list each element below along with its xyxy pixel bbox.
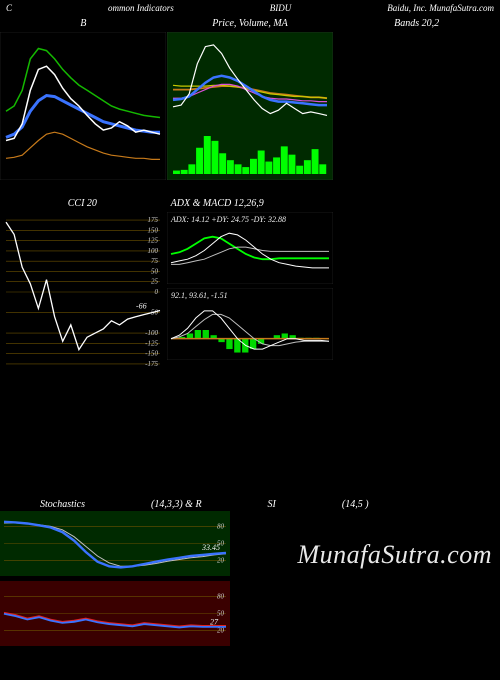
- panel-stoch: 80502033.45: [0, 511, 230, 581]
- header-ticker: BIDU: [270, 3, 292, 13]
- panel-rsi: 80502027: [0, 581, 230, 651]
- svg-text:-150: -150: [145, 350, 158, 358]
- svg-text:-125: -125: [145, 339, 158, 347]
- panel-bands-right: [333, 32, 500, 196]
- svg-text:175: 175: [148, 216, 159, 224]
- panel-bbands: [0, 32, 167, 196]
- title-bands: Bands 20,2: [333, 16, 500, 32]
- title-price-ma: Price, Volume, MA: [167, 16, 334, 32]
- svg-text:75: 75: [151, 257, 159, 265]
- stoch-header: Stochastics (14,3,3) & R SI (14,5 ): [0, 497, 500, 511]
- svg-text:-66: -66: [136, 302, 147, 311]
- svg-text:150: 150: [148, 226, 159, 234]
- gap: [0, 372, 500, 497]
- svg-text:80: 80: [217, 592, 225, 600]
- panel-empty-r2: [333, 212, 500, 372]
- svg-text:50: 50: [217, 610, 225, 618]
- svg-text:100: 100: [148, 247, 159, 255]
- rsi-row: 80502027: [0, 581, 500, 651]
- row2-panels: 1751501251007550250-50-100-125-150-175-6…: [0, 212, 500, 372]
- svg-text:50: 50: [151, 267, 159, 275]
- row1-titles: B Price, Volume, MA Bands 20,2: [0, 16, 500, 32]
- header-c: C: [6, 3, 12, 13]
- title-adx-macd: ADX & MACD 12,26,9: [165, 196, 336, 212]
- stoch-right: (14,5 ): [342, 499, 369, 510]
- svg-text:ADX: 14.12 +DY: 24.75 -DY: 32: ADX: 14.12 +DY: 24.75 -DY: 32.88: [170, 215, 286, 224]
- header-company: Baidu, Inc. MunafaSutra.com: [387, 3, 494, 13]
- svg-text:27: 27: [210, 618, 219, 627]
- title-bbands: B: [0, 16, 167, 32]
- svg-text:80: 80: [217, 522, 225, 530]
- header-indicators: ommon Indicators: [108, 3, 174, 13]
- svg-text:-100: -100: [145, 329, 158, 337]
- svg-text:0: 0: [155, 288, 159, 296]
- si-label: SI: [268, 499, 276, 510]
- page-header: C ommon Indicators BIDU Baidu, Inc. Muna…: [0, 0, 500, 16]
- title-empty-r2: [335, 196, 500, 212]
- svg-text:125: 125: [148, 237, 159, 245]
- svg-text:20: 20: [217, 557, 225, 565]
- svg-text:92.1, 93.61, -1.51: 92.1, 93.61, -1.51: [171, 291, 228, 300]
- row2-titles: CCI 20 ADX & MACD 12,26,9: [0, 196, 500, 212]
- panel-price-ma: [167, 32, 334, 196]
- row1-panels: [0, 32, 500, 196]
- svg-text:25: 25: [151, 278, 159, 286]
- svg-text:33.45: 33.45: [201, 543, 220, 552]
- title-cci: CCI 20: [0, 196, 165, 212]
- stoch-params: (14,3,3) & R: [151, 499, 202, 510]
- panel-adx-macd: ADX: 14.12 +DY: 24.75 -DY: 32.88 92.1, 9…: [167, 212, 334, 372]
- svg-text:-175: -175: [145, 360, 158, 368]
- stoch-label: Stochastics: [40, 499, 85, 510]
- watermark: MunafaSutra.com: [297, 540, 492, 570]
- panel-cci: 1751501251007550250-50-100-125-150-175-6…: [0, 212, 167, 372]
